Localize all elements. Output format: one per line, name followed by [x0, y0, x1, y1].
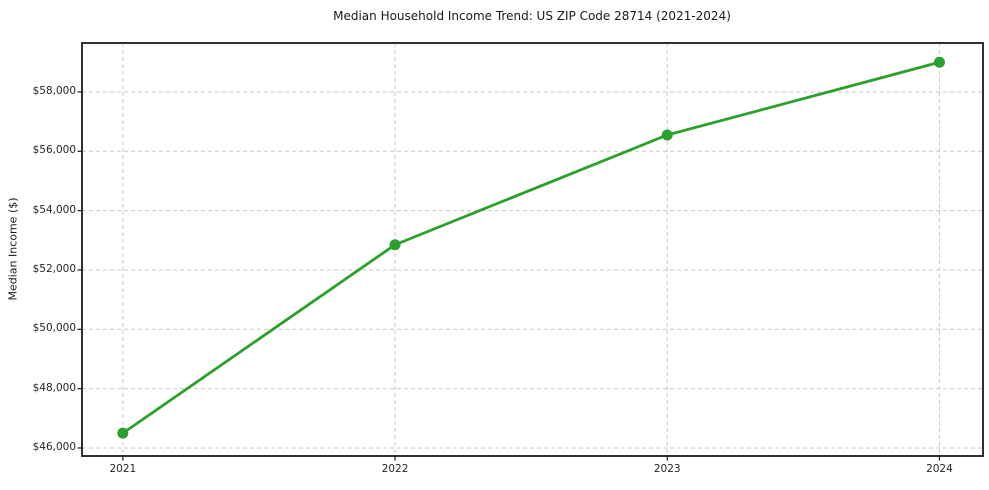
chart-title: Median Household Income Trend: US ZIP Co…	[333, 9, 731, 23]
y-tick-label: $52,000	[32, 262, 76, 275]
x-tick-label: 2023	[653, 463, 681, 475]
data-point-marker	[661, 129, 673, 141]
y-tick-label: $46,000	[32, 440, 76, 453]
data-point-marker	[117, 427, 129, 439]
y-tick-label: $48,000	[32, 381, 76, 394]
y-tick-label: $54,000	[32, 203, 76, 216]
y-tick-label: $58,000	[32, 84, 76, 97]
x-tick-label: 2024	[926, 463, 953, 475]
income-trend-line	[121, 60, 941, 435]
y-tick-label: $50,000	[32, 322, 76, 335]
data-point-marker	[389, 239, 401, 251]
y-tick-label: $56,000	[32, 144, 76, 157]
data-point-marker	[933, 56, 945, 68]
x-tick-label: 2022	[381, 463, 409, 475]
x-tick-label: 2021	[109, 463, 137, 475]
plot-border	[81, 42, 984, 457]
